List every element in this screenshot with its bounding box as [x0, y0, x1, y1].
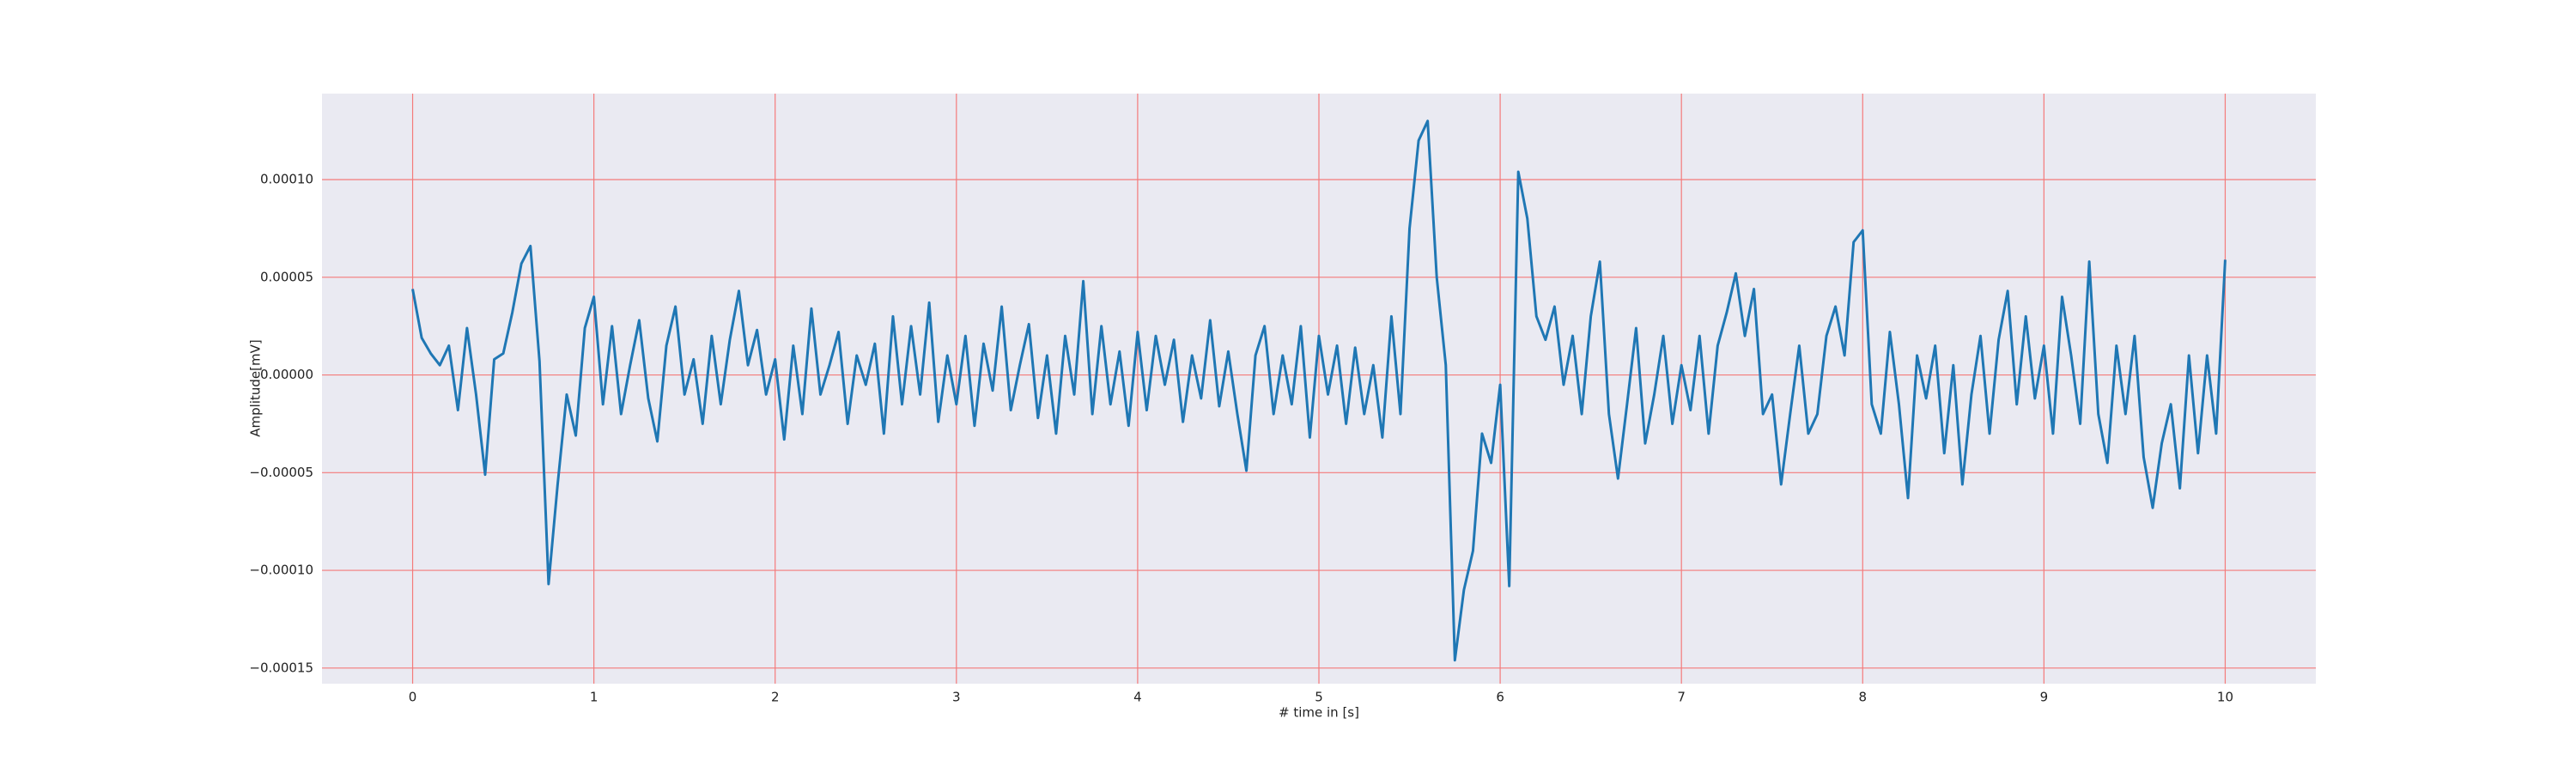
x-tick-label: 3 — [952, 690, 961, 705]
y-tick-label: −0.00005 — [249, 465, 313, 480]
y-tick-label: −0.00010 — [249, 563, 313, 578]
x-tick-label: 4 — [1133, 690, 1142, 705]
x-tick-label: 5 — [1315, 690, 1323, 705]
x-tick-label: 8 — [1858, 690, 1867, 705]
y-tick-label: 0.00000 — [260, 367, 313, 382]
x-tick-label: 9 — [2040, 690, 2049, 705]
y-tick-label: 0.00005 — [260, 269, 313, 284]
x-tick-label: 7 — [1677, 690, 1686, 705]
x-axis-label: # time in [s] — [1279, 705, 1359, 721]
data-line — [411, 119, 2227, 662]
y-tick-label: −0.00015 — [249, 660, 313, 675]
x-tick-label: 6 — [1496, 690, 1504, 705]
x-tick-label: 10 — [2217, 690, 2233, 705]
y-tick-label: 0.00010 — [260, 172, 313, 187]
x-tick-label: 0 — [409, 690, 417, 705]
y-axis-label: Amplitude[mV] — [248, 339, 264, 436]
x-tick-label: 1 — [590, 690, 598, 705]
x-tick-label: 2 — [771, 690, 780, 705]
